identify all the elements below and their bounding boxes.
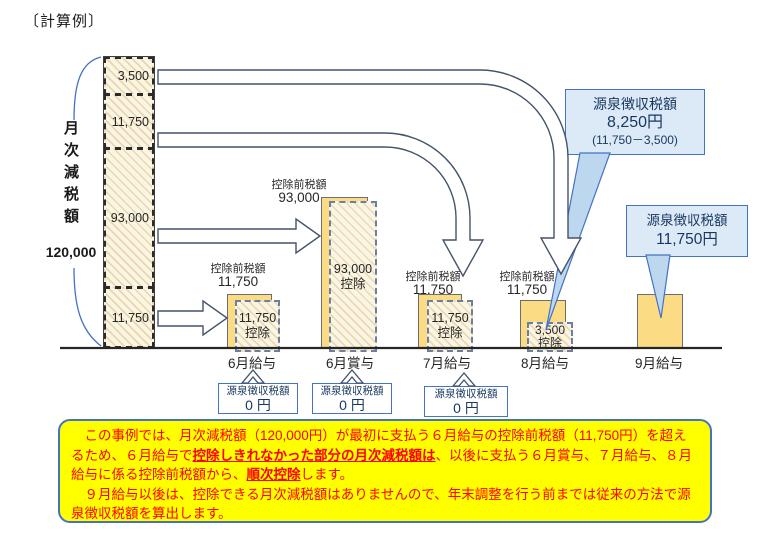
month-label-july-salary: 7月給与: [422, 356, 471, 371]
reduction-segment-11750-b: 11,750: [104, 287, 154, 348]
explanation-note: この事例では、月次減税額（120,000円）が最初に支払う６月給与の控除前税額（…: [58, 419, 712, 523]
month-label-september-salary: 9月給与: [634, 356, 683, 371]
bar-september-salary: [637, 294, 683, 348]
deduction-overlay-june-salary: 11,750 控除: [235, 300, 280, 352]
note-paragraph-2: ９月給与以後は、控除できる月次減税額はありませんので、年末調整を行う前までは従来…: [71, 486, 691, 522]
note-paragraph-1: この事例では、月次減税額（120,000円）が最初に支払う６月給与の控除前税額（…: [71, 428, 692, 482]
reduction-segment-3500: 3,500: [104, 57, 154, 95]
brace-top-curve: [73, 56, 102, 121]
page-title: 〔計算例〕: [24, 13, 105, 30]
segment-value: 11,750: [111, 114, 149, 129]
withholding-box-june-salary: 源泉徴収税額 0 円: [218, 383, 298, 414]
deduction-overlay-july-salary: 11,750 控除: [427, 300, 473, 352]
withholding-box-june-bonus: 源泉徴収税額 0 円: [312, 383, 392, 414]
note-highlight-1: 控除しきれなかった部分の月次減税額は: [192, 447, 436, 463]
deduction-overlay-june-bonus: 93,000 控除: [329, 201, 377, 352]
monthly-reduction-vertical-label: 月次減税額: [62, 120, 79, 230]
pretax-label-june-salary: 控除前税額 11,750: [210, 263, 266, 289]
segment-value: 11,750: [111, 310, 149, 325]
monthly-reduction-total: 120,000: [45, 244, 97, 260]
callout-september-withholding: 源泉徴収税額 11,750円: [626, 205, 748, 257]
brace-bottom-curve: [73, 267, 102, 347]
pretax-label-august-salary: 控除前税額 11,750: [499, 271, 555, 297]
arrow-11750-to-june-salary: [157, 299, 229, 337]
segment-value: 93,000: [110, 211, 149, 225]
callout-august-withholding: 源泉徴収税額 8,250円 (11,750－3,500): [565, 89, 705, 155]
month-label-august-salary: 8月給与: [520, 356, 569, 371]
withholding-box-july-salary: 源泉徴収税額 0 円: [424, 386, 508, 417]
month-label-june-bonus: 6月賞与: [325, 356, 374, 371]
up-arrow-july-salary: [451, 371, 477, 387]
monthly-reduction-stacked-bar: 3,500 11,750 93,000 11,750: [103, 56, 155, 348]
reduction-segment-11750-a: 11,750: [104, 94, 154, 149]
reduction-segment-93000: 93,000: [104, 148, 154, 288]
pretax-label-july-salary: 控除前税額 11,750: [405, 271, 461, 297]
month-label-june-salary: 6月給与: [227, 356, 276, 371]
note-highlight-2: 順次控除: [246, 467, 301, 482]
arrow-93000-to-june-bonus: [157, 217, 322, 255]
segment-value: 3,500: [117, 69, 149, 83]
deduction-overlay-august-salary: 3,500 控除: [527, 322, 573, 352]
